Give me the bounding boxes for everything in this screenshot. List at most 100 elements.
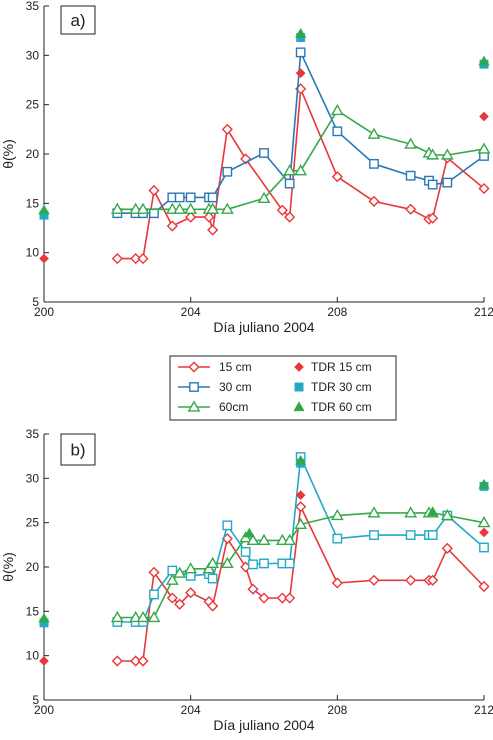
legend-label: TDR 60 cm xyxy=(311,400,372,414)
points-tdr-15-cm xyxy=(39,68,489,264)
y-tick-label: 35 xyxy=(26,427,40,441)
data-point xyxy=(404,506,418,518)
data-point xyxy=(111,252,123,265)
data-point xyxy=(248,559,258,570)
data-point xyxy=(136,610,150,623)
data-point xyxy=(167,565,178,576)
data-point xyxy=(276,592,288,604)
data-point xyxy=(478,182,490,195)
points-tdr-60-cm xyxy=(38,27,490,215)
points-tdr-30-cm xyxy=(39,33,489,220)
data-point xyxy=(222,520,233,531)
data-point xyxy=(258,592,270,604)
tdr-point xyxy=(478,55,490,66)
legend-marker xyxy=(187,400,201,412)
legend-item: 30 cm xyxy=(178,380,252,394)
data-point xyxy=(426,148,440,160)
data-point xyxy=(332,533,343,544)
data-point xyxy=(440,148,454,160)
data-point xyxy=(149,208,159,219)
data-point xyxy=(202,562,216,574)
data-point xyxy=(136,202,150,214)
data-point xyxy=(368,195,380,207)
data-point xyxy=(405,574,417,586)
data-point xyxy=(295,47,306,58)
data-point xyxy=(259,148,269,158)
legend-item: TDR 60 cm xyxy=(293,400,372,414)
tdr-point xyxy=(295,490,306,501)
points-tdr-60-cm xyxy=(38,454,490,623)
data-point xyxy=(149,589,159,600)
legend-marker xyxy=(293,401,305,412)
data-point xyxy=(137,252,149,265)
legend-marker xyxy=(189,382,199,392)
data-point xyxy=(110,610,124,623)
data-point xyxy=(427,530,438,540)
data-point xyxy=(207,192,218,203)
data-point xyxy=(111,655,123,667)
data-point xyxy=(174,192,185,203)
y-tick-label: 15 xyxy=(26,604,40,618)
y-tick-label: 10 xyxy=(26,246,40,260)
data-point xyxy=(165,573,179,585)
data-point xyxy=(330,103,344,116)
data-point xyxy=(240,547,251,557)
x-axis-label: Día juliano 2004 xyxy=(213,717,314,733)
tdr-point xyxy=(39,253,49,264)
legend-marker xyxy=(294,362,304,372)
data-point xyxy=(148,566,160,578)
data-point xyxy=(369,158,379,169)
data-point xyxy=(207,573,218,584)
data-point xyxy=(185,192,196,203)
tdr-point xyxy=(479,527,489,538)
panel-a-chart: 5 10 15 20 25 30 35 200 204 208 212 Día juliano 200… xyxy=(0,0,493,335)
data-point xyxy=(257,191,271,204)
data-point xyxy=(184,562,198,574)
y-tick-label: 35 xyxy=(26,0,40,13)
data-point xyxy=(137,655,149,667)
x-tick-label: 204 xyxy=(181,703,201,717)
data-point xyxy=(129,610,143,623)
x-tick-label: 208 xyxy=(327,305,347,319)
panel-b-chart: 5 10 15 20 25 30 35 200 204 208 212 Día juliano 200… xyxy=(0,427,493,733)
data-point xyxy=(166,220,178,232)
data-point xyxy=(185,211,197,223)
data-point xyxy=(203,211,215,223)
data-point xyxy=(185,587,197,599)
data-point xyxy=(174,598,186,610)
data-point xyxy=(206,556,220,569)
data-point xyxy=(283,164,297,176)
legend-label: 60cm xyxy=(219,400,248,414)
data-point xyxy=(246,533,260,545)
data-point xyxy=(441,542,453,554)
data-point xyxy=(405,170,416,181)
data-point xyxy=(368,574,380,586)
y-tick-label: 20 xyxy=(26,560,40,574)
panel-label-box xyxy=(60,5,96,35)
tdr-point xyxy=(478,478,490,489)
data-point xyxy=(440,508,454,521)
y-tick-label: 5 xyxy=(32,295,39,309)
data-point xyxy=(369,530,379,540)
data-point xyxy=(259,558,269,569)
data-point xyxy=(405,530,416,540)
data-point xyxy=(276,204,288,216)
y-tick-label: 30 xyxy=(26,471,40,485)
legend-marker xyxy=(294,382,304,392)
data-point xyxy=(294,164,308,176)
y-tick-label: 15 xyxy=(26,196,40,210)
y-tick-label: 25 xyxy=(26,516,40,530)
data-point xyxy=(284,211,296,223)
data-point xyxy=(247,583,259,595)
x-tick-label: 212 xyxy=(474,703,493,717)
tdr-point xyxy=(427,506,439,517)
panel-label-box xyxy=(60,433,96,466)
panel-label: b) xyxy=(70,441,85,460)
data-point xyxy=(478,580,490,593)
points-tdr-15-cm xyxy=(39,490,489,666)
data-point xyxy=(367,127,381,139)
legend-item: 15 cm xyxy=(178,360,252,374)
tdr-point xyxy=(243,527,255,538)
x-tick-label: 208 xyxy=(327,703,347,717)
